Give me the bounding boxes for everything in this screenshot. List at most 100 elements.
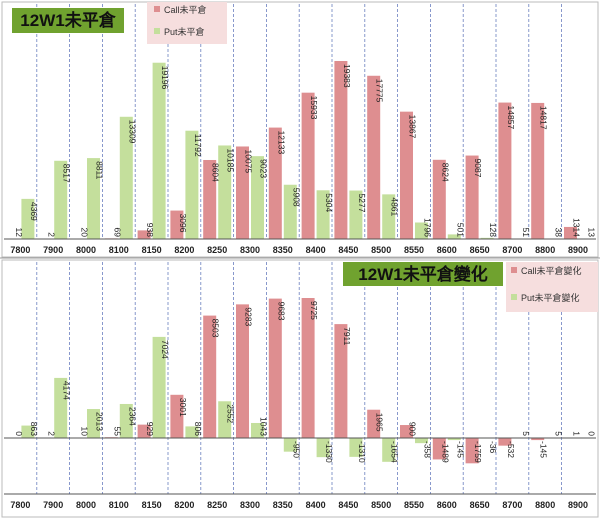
call-bar	[432, 159, 446, 239]
put-bar	[316, 190, 330, 239]
call-bar	[498, 438, 512, 446]
oi-change-legend-box	[506, 262, 598, 312]
call-value-label: 9683	[276, 302, 286, 321]
put-value-label: 2552	[226, 404, 236, 423]
call-value-label: 17775	[375, 79, 385, 103]
put-value-label: 1796	[423, 218, 433, 237]
call-value-label: 20	[80, 228, 90, 238]
put-value-label: 19196	[160, 66, 170, 90]
call-bar	[400, 111, 413, 239]
call-bar	[432, 438, 446, 460]
category-label: 8900	[568, 245, 588, 255]
category-label: 8450	[338, 500, 358, 510]
put-bar	[382, 438, 396, 462]
oi-panel-frame	[1, 1, 599, 258]
put-value-label: -950	[291, 441, 301, 458]
put-value-label: 2364	[127, 407, 137, 426]
put-bar	[415, 222, 428, 239]
category-label: 8350	[273, 245, 293, 255]
category-label: 8500	[371, 245, 391, 255]
oi-panel: 12 2 20 69 938 3096 8604 10075 12133 15933 19383 17…	[1, 1, 599, 258]
call-bar	[268, 127, 282, 239]
put-bar	[54, 160, 68, 239]
category-label: 8150	[142, 500, 162, 510]
oi-change-title: 12W1未平倉變化	[358, 264, 487, 284]
oi-change-title-box	[343, 262, 503, 286]
category-label: 8600	[437, 245, 457, 255]
call-bar	[367, 409, 381, 438]
category-label: 8350	[273, 500, 293, 510]
oi-value-labels: 12 2 20 69 938 3096 8604 10075 12133 15933 19383 17…	[14, 64, 597, 237]
put-bar	[349, 438, 363, 457]
call-bar	[498, 102, 512, 240]
category-label: 8200	[174, 500, 194, 510]
legend-label-put: Put未平倉	[164, 26, 205, 37]
call-bar	[301, 92, 315, 239]
put-bar	[382, 194, 396, 239]
call-value-label: 12133	[276, 131, 286, 155]
oi-legend-box	[147, 2, 227, 44]
oi-title: 12W1未平倉	[20, 10, 116, 30]
put-bar	[251, 156, 264, 239]
put-value-label: -145	[455, 441, 465, 458]
put-value-label: -1654	[390, 441, 400, 463]
category-label: 7900	[43, 500, 63, 510]
call-value-label: 14817	[539, 106, 549, 130]
call-value-label: 0	[14, 431, 24, 436]
put-value-label: 7024	[160, 340, 170, 359]
category-label: 8650	[470, 245, 490, 255]
put-bar	[87, 158, 100, 239]
put-value-label: 4861	[390, 197, 400, 216]
put-bar	[447, 438, 461, 441]
put-bar	[447, 234, 461, 239]
call-value-label: 10	[80, 427, 90, 437]
category-label: 8550	[404, 500, 424, 510]
call-value-label: 2	[47, 431, 57, 436]
put-value-label: 11792	[193, 134, 203, 157]
call-value-label: 7911	[342, 327, 352, 346]
legend-swatch-call	[154, 6, 160, 12]
call-bar	[531, 438, 545, 441]
call-bar	[301, 298, 315, 438]
put-bar	[316, 438, 330, 458]
put-value-label: 38	[554, 228, 564, 238]
put-bar	[415, 438, 428, 444]
call-value-label: 10075	[244, 149, 254, 173]
call-value-label: 9283	[244, 307, 254, 326]
put-value-label: 806	[193, 422, 203, 436]
call-value-label: 9725	[309, 301, 319, 320]
category-label: 7800	[10, 500, 30, 510]
put-bar	[218, 145, 232, 239]
put-value-label: -36	[488, 441, 498, 454]
oi-title-box	[12, 8, 124, 33]
put-value-label: 5908	[291, 188, 301, 207]
oi-change-category-labels: 7800 7900 8000 8100 8150 8200 8250 8300 8350 8400…	[10, 500, 588, 510]
call-value-label: 12	[14, 228, 24, 238]
call-value-label: 2	[47, 232, 57, 237]
oi-grid	[36, 4, 562, 239]
call-value-label: -532	[506, 441, 516, 458]
category-label: 8100	[109, 245, 129, 255]
call-bar	[334, 324, 348, 438]
call-bar	[170, 394, 184, 438]
call-value-label: 69	[112, 228, 122, 238]
category-label: 8450	[338, 245, 358, 255]
category-label: 8250	[207, 500, 227, 510]
call-value-label: 1	[572, 431, 582, 436]
legend-swatch-put-change	[511, 294, 517, 300]
put-value-label: -1330	[324, 441, 334, 463]
call-bar	[465, 155, 479, 239]
put-bar	[480, 237, 494, 239]
call-value-label: 15933	[309, 96, 319, 120]
oi-change-panel-frame	[1, 259, 599, 518]
put-value-label: 2013	[95, 412, 105, 431]
oi-legend: Call未平倉 Put未平倉	[147, 2, 227, 44]
call-bar	[531, 102, 545, 239]
put-bar	[21, 198, 35, 239]
call-bar	[465, 438, 479, 464]
category-label: 7800	[10, 245, 30, 255]
call-value-label: 14857	[506, 106, 516, 130]
category-label: 8550	[404, 245, 424, 255]
call-value-label: 900	[408, 422, 418, 436]
